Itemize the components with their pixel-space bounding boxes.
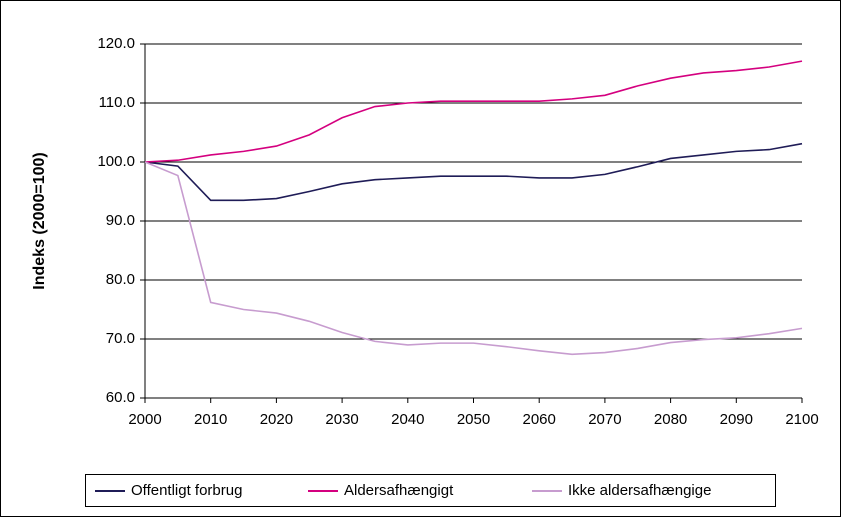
series-line (144, 60, 803, 163)
x-tick-label: 2040 (391, 411, 424, 428)
y-tick-label: 100.0 (97, 153, 135, 170)
x-tick-label: 2090 (720, 411, 753, 428)
y-tick-label: 60.0 (106, 389, 135, 406)
y-tick-label: 80.0 (106, 271, 135, 288)
x-tick-label: 2030 (325, 411, 358, 428)
x-tick-label: 2050 (457, 411, 490, 428)
x-tick-label: 2060 (523, 411, 556, 428)
y-tick-label: 70.0 (106, 330, 135, 347)
y-tick-label: 110.0 (99, 94, 135, 111)
x-tick-label: 2020 (260, 411, 293, 428)
legend-label: Offentligt forbrug (131, 482, 242, 499)
x-tick-label: 2080 (654, 411, 687, 428)
x-tick-label: 2070 (588, 411, 621, 428)
legend-label: Ikke aldersafhængige (568, 482, 711, 499)
x-tick-label: 2100 (785, 411, 818, 428)
y-axis-label: Indeks (2000=100) (31, 152, 48, 289)
legend-box (85, 474, 776, 507)
series-line (144, 142, 803, 202)
series-line (144, 161, 803, 356)
legend-label: Aldersafhængigt (344, 482, 454, 499)
y-tick-label: 120.0 (97, 35, 135, 52)
x-tick-label: 2010 (194, 411, 227, 428)
y-tick-label: 90.0 (106, 212, 135, 229)
x-tick-label: 2000 (128, 411, 161, 428)
